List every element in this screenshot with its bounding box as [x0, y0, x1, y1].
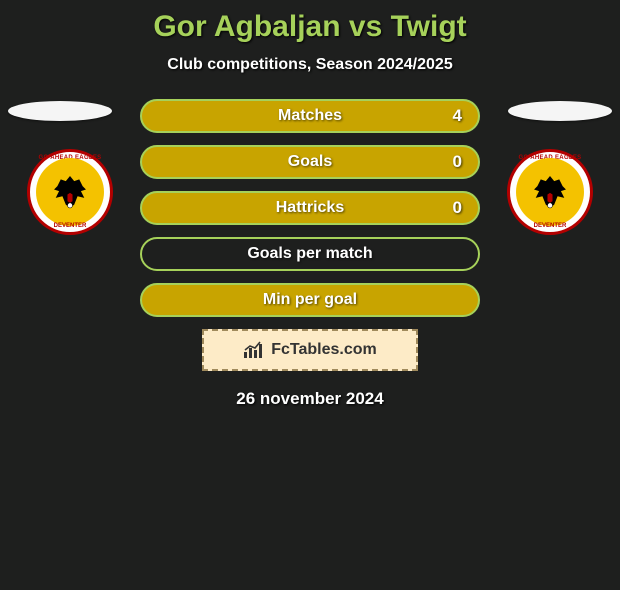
crest-inner	[36, 158, 104, 226]
stat-row-hattricks: Hattricks 0	[140, 191, 480, 225]
player-right-pill	[508, 101, 612, 121]
crest-bottom-text: DEVENTER	[54, 223, 87, 229]
stat-bars: Matches 4 Goals 0 Hattricks 0 Goals per …	[140, 99, 480, 317]
date-text: 26 november 2024	[0, 389, 620, 409]
club-crest-left: GO AHEAD EAGLES DEVENTER	[20, 149, 120, 235]
chart-icon	[243, 341, 265, 359]
page-title: Gor Agbaljan vs Twigt	[0, 10, 620, 44]
stat-value: 0	[453, 198, 462, 218]
stat-row-goals: Goals 0	[140, 145, 480, 179]
watermark-text: FcTables.com	[271, 341, 377, 359]
watermark-badge: FcTables.com	[202, 329, 418, 371]
club-crest-right: GO AHEAD EAGLES DEVENTER	[500, 149, 600, 235]
stat-value: 4	[453, 106, 462, 126]
stat-bar	[140, 191, 480, 225]
stat-bar	[140, 145, 480, 179]
comparison-panel: GO AHEAD EAGLES DEVENTER GO AHEAD EAGLES	[0, 99, 620, 409]
crest-inner	[516, 158, 584, 226]
player-left-pill	[8, 101, 112, 121]
crest-bottom-text: DEVENTER	[534, 223, 567, 229]
page-subtitle: Club competitions, Season 2024/2025	[0, 56, 620, 74]
stat-bar	[140, 283, 480, 317]
stat-row-matches: Matches 4	[140, 99, 480, 133]
stat-value: 0	[453, 152, 462, 172]
stat-row-goals-per-match: Goals per match	[140, 237, 480, 271]
eagle-icon	[529, 171, 571, 213]
stat-bar	[140, 237, 480, 271]
stat-bar	[140, 99, 480, 133]
crest-outer: GO AHEAD EAGLES DEVENTER	[27, 149, 113, 235]
crest-outer: GO AHEAD EAGLES DEVENTER	[507, 149, 593, 235]
stat-row-min-per-goal: Min per goal	[140, 283, 480, 317]
eagle-icon	[49, 171, 91, 213]
